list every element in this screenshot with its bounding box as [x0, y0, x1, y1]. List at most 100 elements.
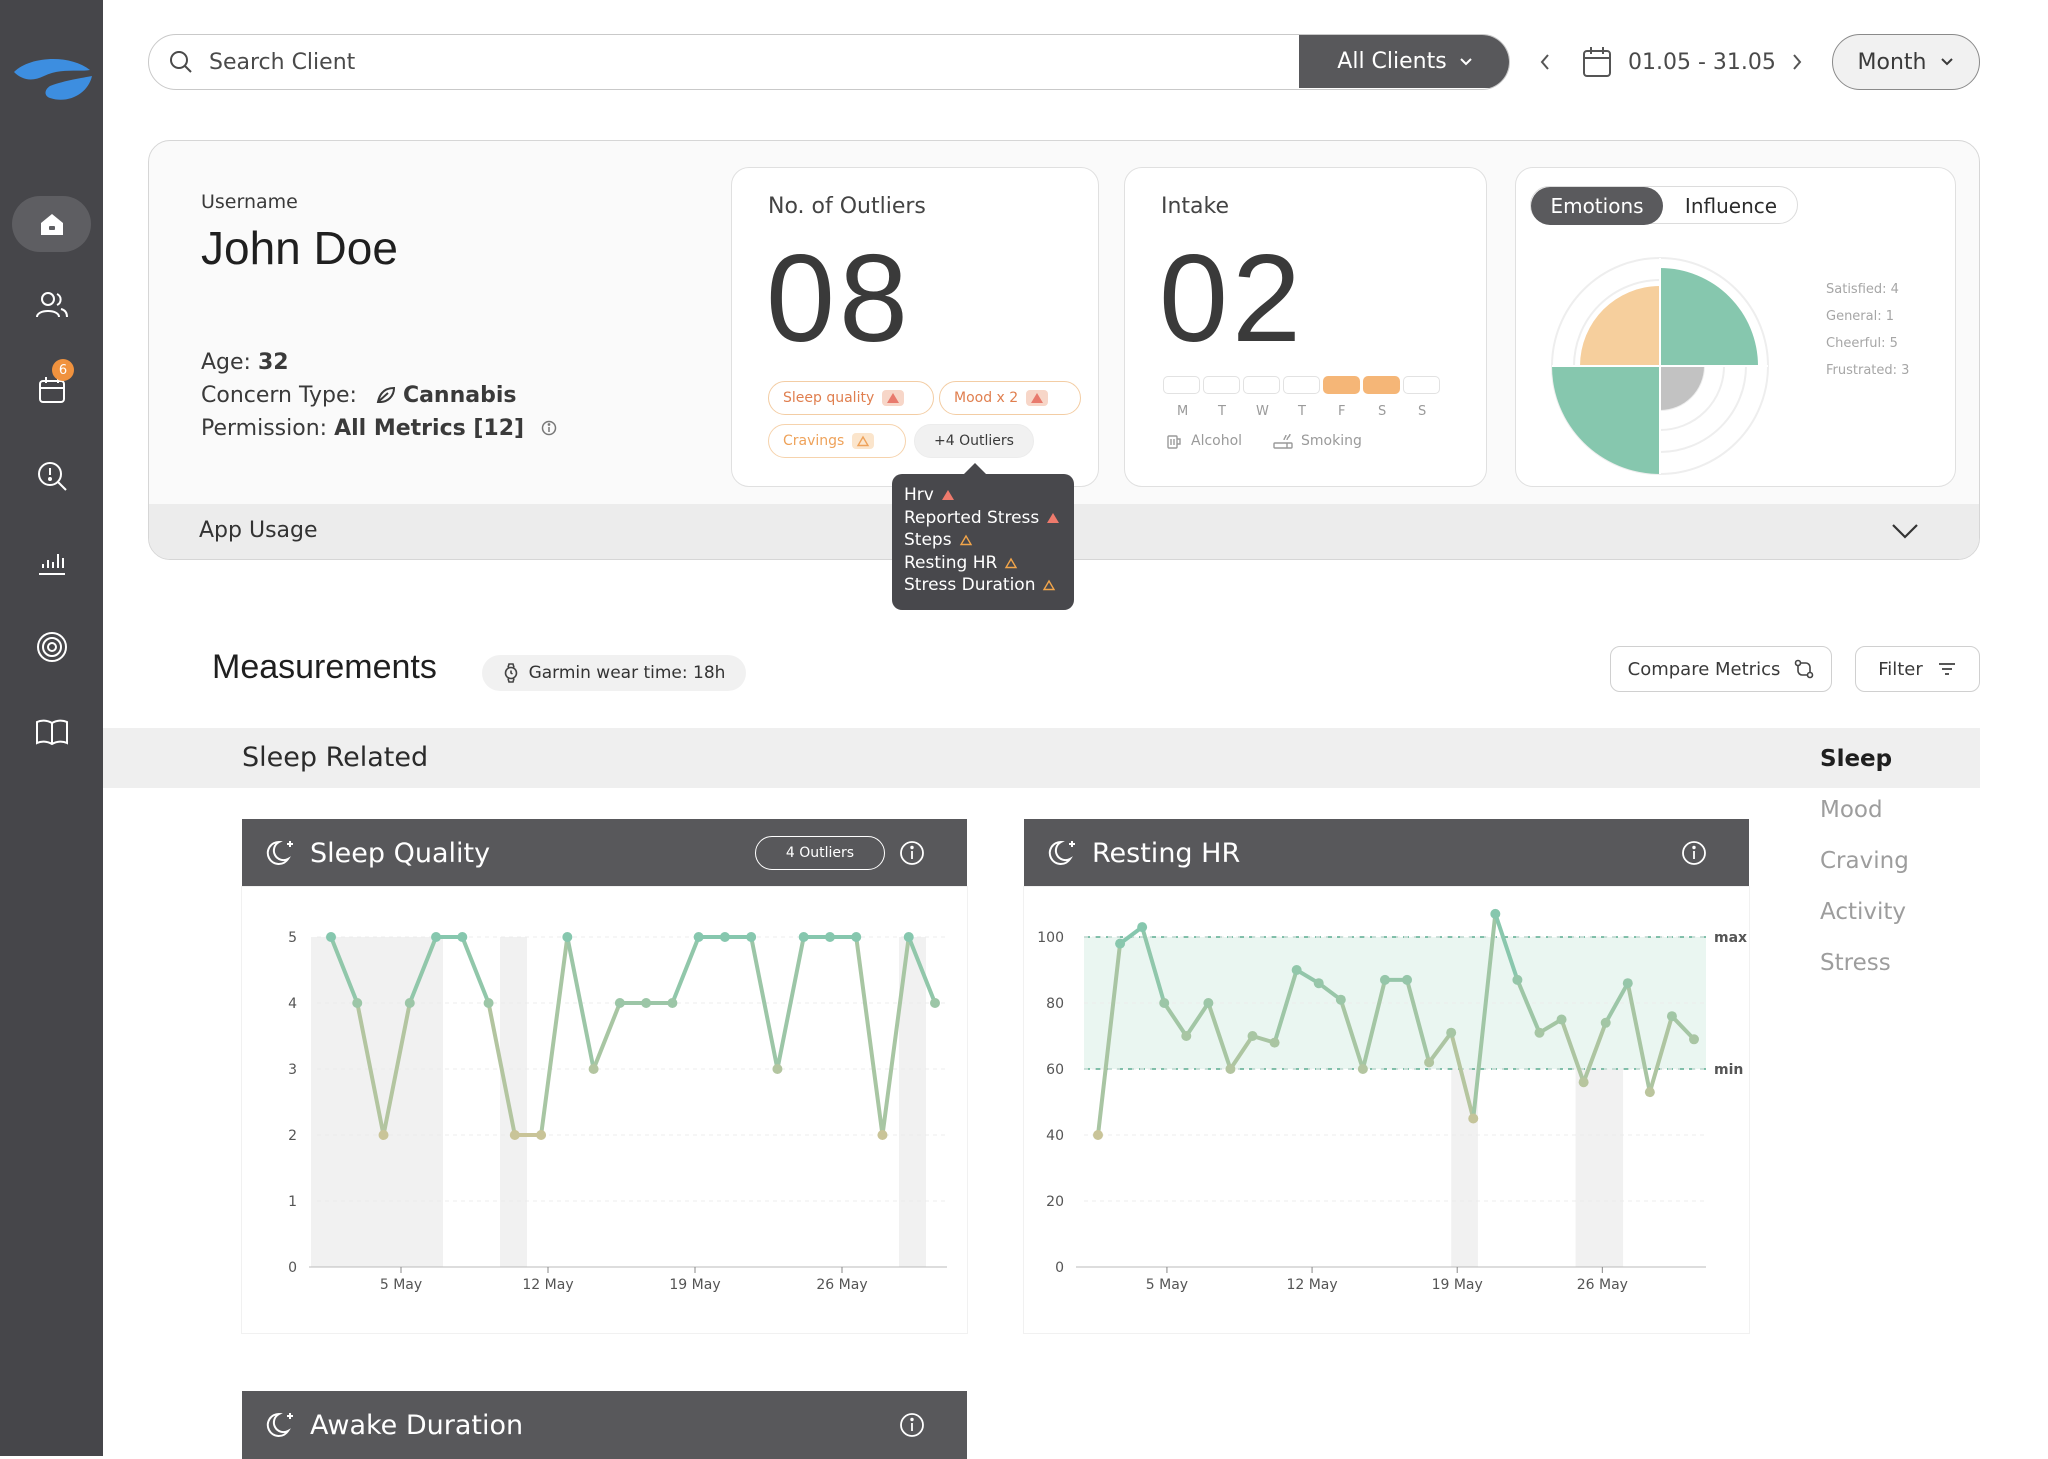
series-segment — [355, 1001, 386, 1137]
warning-icon — [882, 390, 905, 406]
permission-label: Permission: — [201, 416, 328, 441]
age-row: Age: 32 — [201, 346, 557, 379]
sidebar-item-library[interactable] — [0, 703, 103, 761]
category-stress[interactable]: Stress — [1820, 950, 1891, 976]
data-point — [798, 932, 809, 942]
series-segment — [1625, 981, 1652, 1095]
resting-hr-title: Resting HR — [1092, 837, 1241, 869]
data-point — [1313, 978, 1324, 989]
category-activity[interactable]: Activity — [1820, 899, 1907, 925]
filter-button[interactable]: Filter — [1855, 646, 1980, 692]
moon-icon — [266, 840, 293, 865]
sidebar-item-clients[interactable] — [0, 276, 103, 334]
tooltip-item: Stress Duration — [904, 574, 1062, 597]
outliers-pill[interactable]: 4 Outliers — [755, 836, 885, 870]
warning-outline-icon — [959, 534, 972, 546]
data-point — [536, 1130, 547, 1140]
more-outliers-chip[interactable]: +4 Outliers — [914, 424, 1034, 458]
tooltip-label: Steps — [904, 530, 952, 551]
warning-icon — [941, 490, 954, 501]
weekend-band — [500, 937, 527, 1267]
app-usage-label: App Usage — [199, 518, 318, 543]
data-point — [1379, 974, 1390, 985]
data-point — [667, 998, 678, 1008]
data-point — [483, 998, 494, 1008]
data-point — [1666, 1011, 1677, 1022]
series-segment — [1647, 1014, 1674, 1095]
date-range[interactable]: 01.05 - 31.05 — [1582, 34, 1776, 90]
y-tick-label: 0 — [1055, 1260, 1064, 1276]
data-point — [562, 932, 573, 942]
sidebar-item-analytics[interactable] — [0, 533, 103, 591]
age-value: 32 — [257, 350, 289, 375]
data-point — [431, 932, 442, 942]
day-box — [1283, 376, 1320, 394]
series-segment — [1449, 1030, 1476, 1121]
series-segment — [1206, 1001, 1233, 1071]
data-point — [746, 932, 757, 942]
warning-outline-icon — [852, 433, 875, 449]
info-icon[interactable] — [1681, 840, 1707, 866]
info-icon[interactable] — [899, 840, 925, 866]
warning-outline-icon — [1043, 579, 1056, 591]
data-point — [772, 1064, 783, 1074]
weekend-band — [311, 937, 422, 1267]
series-segment — [1581, 1020, 1608, 1085]
y-tick-label: 80 — [1046, 996, 1064, 1012]
series-segment — [1427, 1030, 1454, 1065]
data-point — [404, 998, 415, 1008]
data-point — [1335, 994, 1346, 1005]
tab-emotions[interactable]: Emotions — [1531, 187, 1663, 225]
series-segment — [1559, 1017, 1586, 1085]
slice-cheerful — [1552, 366, 1660, 474]
prev-period-button[interactable] — [1538, 52, 1552, 76]
compare-icon — [1795, 659, 1814, 679]
period-dropdown[interactable]: Month — [1832, 34, 1980, 90]
analytics-icon — [38, 554, 65, 575]
data-point — [457, 932, 468, 942]
y-tick-label: 2 — [288, 1128, 297, 1144]
compare-metrics-button[interactable]: Compare Metrics — [1610, 646, 1832, 692]
data-point — [1689, 1034, 1699, 1045]
outlier-chip-mood[interactable]: Mood x 2 — [939, 381, 1081, 415]
category-mood[interactable]: Mood — [1820, 797, 1883, 823]
tab-influence[interactable]: Influence — [1684, 194, 1778, 218]
search-input[interactable] — [207, 35, 1211, 89]
data-point — [1093, 1130, 1103, 1140]
info-icon[interactable] — [541, 420, 557, 436]
day-box — [1403, 376, 1440, 394]
data-point — [641, 998, 652, 1008]
series-segment — [539, 935, 570, 1137]
sleep-quality-chart-card: 0 1 2 3 4 5 5 May 12 May 19 May 26 May — [242, 887, 967, 1333]
smoking-icon — [1273, 433, 1293, 449]
next-period-button[interactable] — [1790, 52, 1804, 76]
data-point — [824, 932, 835, 942]
y-tick-label: 4 — [288, 996, 297, 1012]
clients-filter-dropdown[interactable]: All Clients — [1299, 35, 1509, 88]
brand-logo[interactable] — [10, 50, 94, 110]
sidebar-item-insights[interactable] — [0, 447, 103, 505]
sidebar-item-home[interactable] — [0, 195, 103, 253]
data-point — [1357, 1064, 1368, 1074]
outlier-chip-cravings[interactable]: Cravings — [768, 424, 906, 458]
tooltip-item: Steps — [904, 529, 1062, 552]
chip-label: Mood x 2 — [954, 390, 1019, 406]
outlier-chip-sleep-quality[interactable]: Sleep quality — [768, 381, 934, 415]
info-icon[interactable] — [899, 1412, 925, 1438]
series-segment — [854, 935, 885, 1137]
series-segment — [749, 935, 780, 1071]
chevron-right-icon — [1793, 54, 1802, 70]
intake-week-bar — [1163, 376, 1453, 394]
category-sleep[interactable]: Sleep — [1820, 746, 1893, 772]
tooltip-item: Hrv — [904, 484, 1062, 507]
target-range-band — [1084, 937, 1706, 1069]
data-point — [1490, 908, 1501, 919]
date-range-label: 01.05 - 31.05 — [1628, 49, 1776, 75]
series-segment — [565, 935, 596, 1071]
sidebar-item-calendar[interactable]: 6 — [0, 359, 103, 419]
moon-icon — [266, 1412, 293, 1437]
category-craving[interactable]: Craving — [1820, 848, 1909, 874]
sidebar-item-goals[interactable] — [0, 618, 103, 676]
series-segment — [407, 935, 439, 1005]
emotions-card: Emotions Influence Satisfied: 4 General:… — [1515, 167, 1956, 487]
